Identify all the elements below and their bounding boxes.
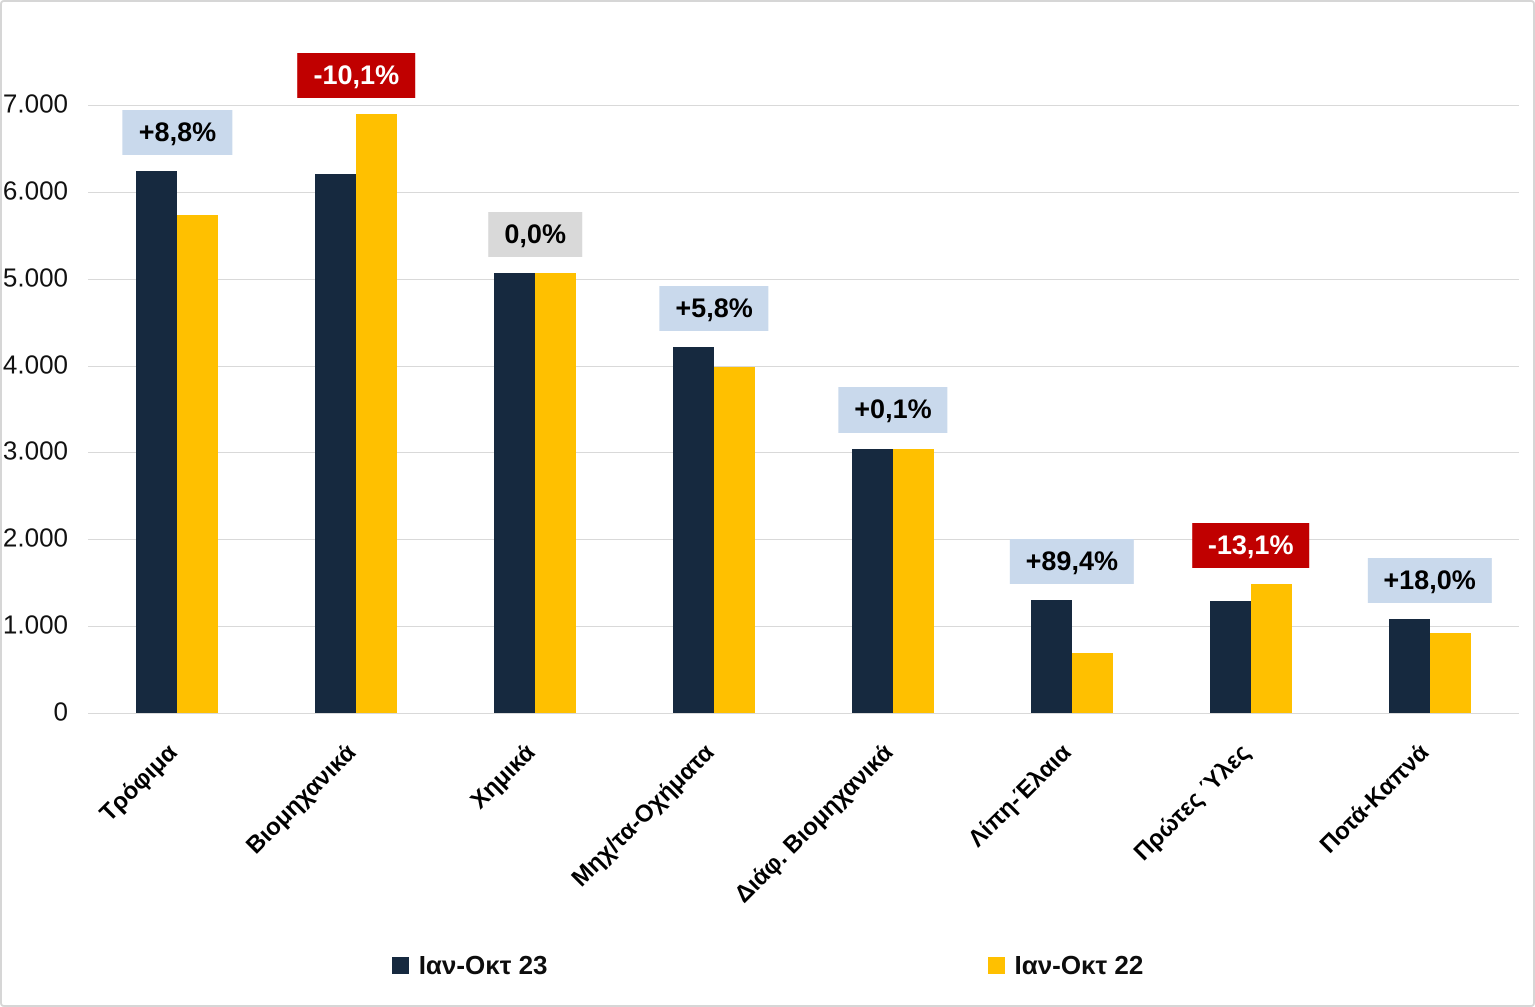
bar-ian-okt-23 xyxy=(1209,600,1251,713)
bar-ian-okt-22 xyxy=(1250,583,1292,713)
y-axis-tick-label: 7.000 xyxy=(2,88,68,119)
category-group: 0,0% Χημικά xyxy=(446,105,625,814)
gridline xyxy=(88,191,1519,193)
category-group: +89,4% Λίπη-Έλαια xyxy=(963,105,1161,852)
y-axis-tick-label: 5.000 xyxy=(2,261,68,292)
gridline xyxy=(88,452,1519,454)
gridline xyxy=(88,365,1519,367)
legend-label: Ιαν-Οκτ 23 xyxy=(418,950,548,980)
x-axis-category-label: Χημικά xyxy=(465,739,541,815)
bar-ian-okt-22 xyxy=(356,113,398,713)
plot-area: 7.000 6.000 5.000 4.000 3.000 2.000 1.000 0 +8,8… xyxy=(3,52,1519,908)
x-axis-category-label: Μηχ/τα-Οχήματα xyxy=(566,739,720,892)
category-group: -10,1% Βιομηχανικά xyxy=(241,52,446,859)
percent-change-badge: -10,1% xyxy=(297,52,416,98)
bar-ian-okt-23 xyxy=(1388,618,1430,713)
x-axis-category-label: Τρόφιμα xyxy=(94,739,183,828)
x-axis-category-label: Πρώτες Ύλες xyxy=(1128,739,1256,866)
legend-item: Ιαν-Οκτ 22 xyxy=(987,950,1144,981)
x-axis-category-label: Λίπη-Έλαια xyxy=(963,739,1077,853)
bar-ian-okt-23 xyxy=(1030,599,1072,713)
category-group: +18,0% Ποτά-Καπνά xyxy=(1315,105,1519,859)
y-axis-tick-label: 0 xyxy=(53,696,68,727)
x-axis-category-label: Βιομηχανικά xyxy=(241,739,362,860)
percent-change-badge: +0,1% xyxy=(838,387,948,433)
bar-ian-okt-22 xyxy=(1071,653,1113,713)
y-axis-tick-label: 6.000 xyxy=(2,175,68,206)
percent-change-badge: +5,8% xyxy=(659,286,769,332)
legend-color-swatch xyxy=(391,957,409,974)
percent-change-badge: 0,0% xyxy=(488,211,582,257)
category-group: -13,1% Πρώτες Ύλες xyxy=(1129,105,1340,866)
y-axis-tick-label: 4.000 xyxy=(2,348,68,379)
percent-change-badge: +8,8% xyxy=(122,109,233,156)
bar-ian-okt-23 xyxy=(136,171,178,713)
bar-ian-okt-23 xyxy=(851,448,893,713)
legend-color-swatch xyxy=(987,957,1005,974)
legend-item: Ιαν-Οκτ 23 xyxy=(391,950,548,981)
x-axis-category-label: Διάφ. Βιομηχανικά xyxy=(728,739,899,909)
legend: Ιαν-Οκτ 23 Ιαν-Οκτ 22 xyxy=(2,950,1533,981)
category-group: +5,8% Μηχ/τα-Οχήματα xyxy=(566,105,804,892)
gridline xyxy=(88,626,1519,628)
bar-ian-okt-22 xyxy=(535,272,577,713)
percent-change-badge: +89,4% xyxy=(1009,538,1134,584)
bar-ian-okt-23 xyxy=(673,347,715,713)
legend-label: Ιαν-Οκτ 22 xyxy=(1014,950,1144,980)
percent-change-badge: +18,0% xyxy=(1367,557,1492,603)
percent-change-badge: -13,1% xyxy=(1191,522,1310,568)
y-axis-tick-label: 1.000 xyxy=(2,609,68,640)
bar-ian-okt-22 xyxy=(177,214,219,713)
gridline xyxy=(88,278,1519,280)
bar-ian-okt-22 xyxy=(1429,633,1471,713)
gridline xyxy=(88,713,1519,714)
gridline xyxy=(88,539,1519,541)
gridline xyxy=(88,105,1519,106)
category-group: +0,1% Διάφ. Βιομηχανικά xyxy=(729,105,983,908)
category-group: +8,8% Τρόφιμα xyxy=(88,105,267,827)
y-axis-tick-label: 2.000 xyxy=(2,522,68,553)
x-axis-category-label: Ποτά-Καπνά xyxy=(1315,739,1435,859)
bar-ian-okt-22 xyxy=(892,448,934,713)
bar-ian-okt-23 xyxy=(315,174,357,713)
bar-ian-okt-23 xyxy=(494,272,536,713)
bar-ian-okt-22 xyxy=(714,367,756,713)
y-axis-tick-label: 3.000 xyxy=(2,435,68,466)
